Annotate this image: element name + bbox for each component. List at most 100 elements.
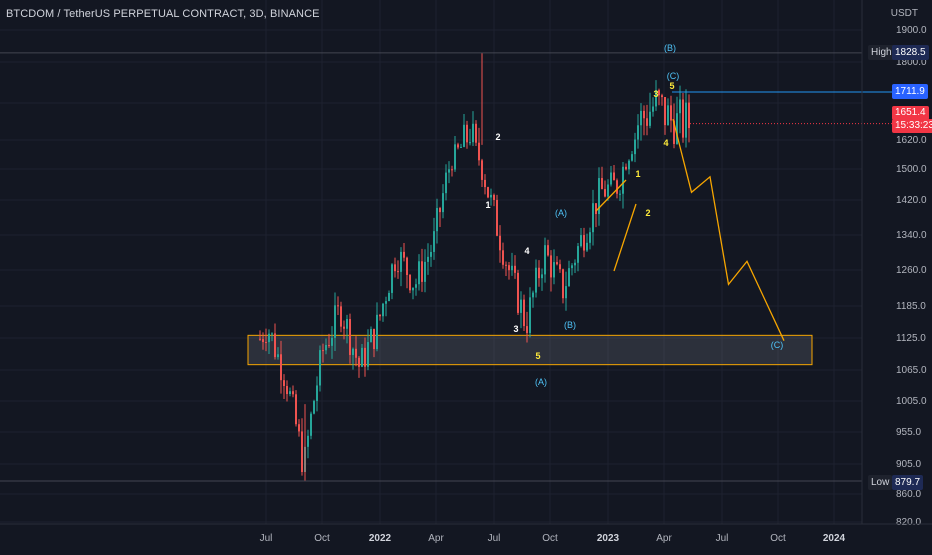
wave-label: 3 (653, 89, 658, 99)
candle (352, 348, 354, 355)
candle (361, 347, 363, 367)
candle (511, 265, 513, 271)
candle (505, 264, 507, 266)
candle (367, 342, 369, 367)
candle (400, 251, 402, 272)
candle (640, 110, 642, 126)
candle (457, 144, 459, 148)
candle (646, 118, 648, 126)
candle (295, 394, 297, 425)
x-tick-label: Oct (770, 533, 786, 544)
candle (487, 187, 489, 198)
candle (622, 166, 624, 194)
candle (586, 242, 588, 251)
candle (514, 265, 516, 273)
candle (685, 102, 687, 138)
candle (523, 299, 525, 327)
wave-label: 1 (485, 200, 490, 210)
candle (502, 250, 504, 265)
candle (349, 319, 351, 355)
candle (307, 435, 309, 447)
candle (517, 272, 519, 313)
candle (391, 264, 393, 293)
wave-label: (C) (667, 71, 680, 81)
candle (613, 172, 615, 181)
candle (385, 301, 387, 304)
candle (472, 123, 474, 143)
candle (670, 105, 672, 121)
candle (496, 199, 498, 236)
wave-label: 5 (535, 351, 540, 361)
wave-label: (B) (564, 320, 576, 330)
candle (526, 326, 528, 333)
candle (313, 400, 315, 414)
wedge-lower-line (613, 203, 637, 272)
candle (682, 99, 684, 138)
candle (631, 154, 633, 161)
y-tick-label: 955.0 (896, 427, 921, 438)
candle (535, 267, 537, 293)
candle (655, 90, 657, 107)
demand-zone (247, 334, 813, 366)
x-tick-label: Oct (314, 533, 330, 544)
candle (550, 255, 552, 278)
candle (340, 306, 342, 327)
candle (397, 271, 399, 273)
y-tick-label: 1800.0 (896, 57, 927, 68)
candle (673, 120, 675, 144)
candle (418, 261, 420, 285)
candle (334, 305, 336, 338)
candle (598, 178, 600, 215)
candle (376, 314, 378, 350)
candle (298, 424, 300, 432)
candle (634, 139, 636, 155)
candle (520, 299, 522, 313)
candle (568, 268, 570, 287)
level-value: 1711.9 (892, 84, 928, 99)
candle (409, 274, 411, 291)
candle (406, 257, 408, 275)
x-tick-label: Apr (428, 533, 444, 544)
y-tick-label: 860.0 (896, 489, 921, 500)
high-label: High (868, 45, 895, 60)
candle (607, 184, 609, 197)
candle (583, 235, 585, 251)
candle (289, 391, 291, 395)
candle (445, 172, 447, 194)
candle (355, 348, 357, 358)
candle (577, 246, 579, 263)
candle (436, 208, 438, 232)
candle (478, 142, 480, 161)
candle (430, 251, 432, 257)
candle (310, 413, 312, 436)
candle (652, 106, 654, 112)
y-tick-label: 1065.0 (896, 365, 927, 376)
candle (664, 97, 666, 126)
wave-label: 4 (663, 138, 668, 148)
candle (628, 160, 630, 170)
candle (448, 169, 450, 173)
candle (595, 203, 597, 215)
candle (601, 178, 603, 190)
wave-label: 2 (495, 132, 500, 142)
candle (283, 380, 285, 387)
chart-title: BTCDOM / TetherUS PERPETUAL CONTRACT, 3D… (6, 8, 320, 20)
candle (658, 90, 660, 96)
wave-label: 4 (524, 246, 529, 256)
x-tick-label: Oct (542, 533, 558, 544)
candle (619, 193, 621, 195)
candle (493, 194, 495, 200)
candle (574, 262, 576, 266)
candle (556, 262, 558, 265)
candle (481, 160, 483, 180)
x-tick-label: Jul (260, 533, 273, 544)
candle (529, 297, 531, 333)
candle (460, 146, 462, 148)
candle (553, 262, 555, 278)
candle (466, 124, 468, 143)
candle (451, 169, 453, 171)
candle (547, 245, 549, 256)
candle (508, 265, 510, 271)
